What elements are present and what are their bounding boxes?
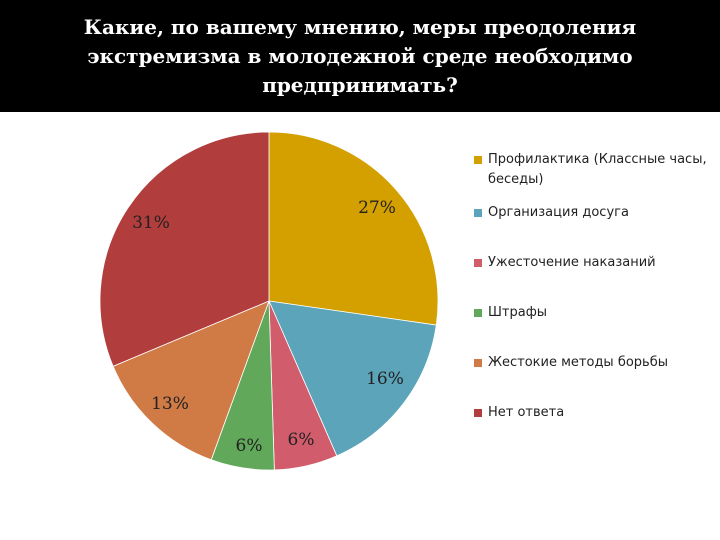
data-label-4: 6% xyxy=(236,436,263,456)
legend-item-3: Ужесточение наказаний xyxy=(474,253,708,273)
legend-item-4: Штрафы xyxy=(474,303,708,323)
title-bar: Какие, по вашему мнению, меры преодолени… xyxy=(0,0,720,112)
legend-label: Жестокие методы борьбы xyxy=(488,355,668,370)
legend-swatch xyxy=(474,359,482,367)
pie-slice-5 xyxy=(112,300,270,461)
legend-swatch xyxy=(474,409,482,417)
legend-item-2: Организация досуга xyxy=(474,203,708,223)
legend-label: Организация досуга xyxy=(488,205,629,220)
legend-label: Ужесточение наказаний xyxy=(488,255,656,270)
legend-swatch xyxy=(474,209,482,217)
data-label-2: 16% xyxy=(366,369,404,389)
data-label-1: 27% xyxy=(358,198,396,218)
data-label-3: 6% xyxy=(288,430,315,450)
legend-label: Штрафы xyxy=(488,305,548,320)
legend-swatch xyxy=(474,156,482,164)
legend-item-1: Профилактика (Классные часы, беседы) xyxy=(474,150,708,190)
legend-item-5: Жестокие методы борьбы xyxy=(474,353,708,373)
legend-label: Профилактика (Классные часы, беседы) xyxy=(488,152,707,187)
chart-title: Какие, по вашему мнению, меры преодолени… xyxy=(83,14,637,97)
pie-slice-2 xyxy=(268,300,437,457)
legend-swatch xyxy=(474,309,482,317)
data-label-5: 13% xyxy=(151,394,189,414)
data-label-6: 31% xyxy=(132,213,170,233)
legend-item-6: Нет ответа xyxy=(474,403,708,423)
legend-label: Нет ответа xyxy=(488,405,565,420)
pie-slice-1 xyxy=(268,131,439,326)
legend-swatch xyxy=(474,259,482,267)
pie-slice-6 xyxy=(99,131,270,367)
